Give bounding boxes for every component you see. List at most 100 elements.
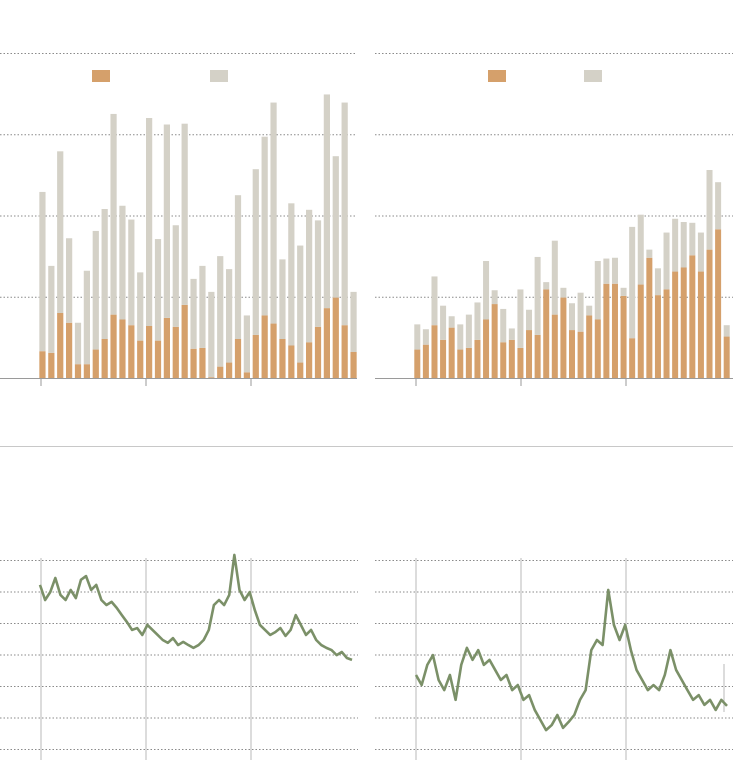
bar-segment (534, 334, 541, 378)
legend-swatch (92, 70, 110, 82)
bar-segment (261, 315, 268, 378)
bar-segment (551, 240, 558, 315)
bar-segment (234, 339, 242, 378)
bar-segment (517, 347, 524, 378)
bar-segment (594, 319, 601, 378)
bar-segment (226, 269, 233, 363)
bar-segment (57, 151, 64, 313)
bar-segment (243, 372, 250, 378)
bar-segment (422, 329, 429, 345)
bar-segment (208, 377, 215, 378)
legend-swatch (584, 70, 602, 82)
x-axis-ticks (40, 378, 627, 386)
bar-segment (517, 289, 524, 348)
bar-segment (680, 267, 687, 378)
bar-segment (568, 330, 576, 378)
bar-segment (723, 336, 730, 378)
bar-segment (92, 230, 99, 350)
bar-segment (39, 351, 46, 378)
bar-segment (48, 265, 55, 353)
bar-segment (146, 118, 153, 326)
bar-segment (332, 297, 339, 378)
bar-segment (323, 94, 330, 309)
bar-segment (680, 222, 687, 268)
bar-segment (457, 324, 464, 350)
bar-segment (57, 313, 64, 378)
bar-segment (500, 342, 507, 378)
bar-segment (448, 327, 455, 378)
bar-segment (350, 291, 357, 352)
bar-segment (66, 322, 73, 378)
bar-segment (448, 316, 455, 328)
bar-segment (279, 339, 286, 378)
bar-segment (137, 272, 144, 341)
bar-segment (332, 156, 339, 298)
bar-segment (92, 349, 99, 378)
bar-segment (163, 317, 170, 378)
bar-segment (560, 287, 567, 298)
bar-segment (146, 326, 153, 378)
bar-segment (119, 319, 126, 378)
bar-segment (500, 308, 507, 343)
bar-segment (672, 271, 679, 378)
bar-segment (199, 347, 206, 378)
bar-segment (110, 113, 117, 315)
bar-segment (577, 292, 584, 332)
bar-segment (350, 352, 357, 378)
bar-segment (74, 364, 82, 378)
bar-segment (526, 330, 533, 378)
bar-segment (689, 255, 696, 378)
bar-segment (620, 287, 627, 296)
bar-segment (431, 325, 438, 378)
bar-segment (297, 362, 304, 378)
bar-segment (414, 349, 421, 378)
bar-segment (508, 339, 515, 378)
bar-segment (128, 325, 135, 378)
bar-segment (646, 257, 653, 378)
bar-segment (234, 195, 242, 339)
bar-segment (663, 289, 670, 378)
x-gridlines (40, 558, 725, 760)
bar-segment (491, 290, 498, 305)
bar-segment (551, 314, 558, 378)
bar-segment (314, 326, 322, 378)
bar-segment (594, 261, 601, 320)
bar-segment (154, 340, 162, 378)
bar-segment (526, 309, 533, 331)
chart (0, 53, 357, 379)
bar-segment (697, 271, 704, 378)
bar-segment (137, 340, 144, 378)
bar-segment (128, 219, 135, 326)
bar-segment (414, 324, 421, 350)
bar-segment (654, 295, 661, 378)
bar-segment (637, 214, 644, 285)
bar-segment (270, 323, 277, 378)
bar-segment (101, 339, 108, 378)
bar-segment (261, 136, 268, 316)
bar-segment (181, 304, 188, 378)
bar-segment (279, 259, 286, 339)
bar-segment (243, 315, 250, 373)
bar-segment (474, 339, 481, 378)
bar-segment (577, 331, 584, 378)
bar-segment (163, 124, 170, 318)
bar-segment (560, 297, 567, 378)
legend-swatch (488, 70, 506, 82)
bar-segment (697, 232, 704, 272)
bar-segment (543, 282, 550, 290)
bar-segment (603, 283, 610, 378)
bar-segment (39, 191, 46, 352)
bar-segment (474, 302, 481, 340)
chart (0, 553, 358, 750)
bar-segment (457, 349, 464, 378)
bar-segment (483, 261, 490, 320)
bar-segment (190, 278, 197, 349)
bar-segment (252, 169, 259, 335)
bar-segment (306, 209, 313, 343)
bar-segment (620, 295, 627, 378)
bar-segment (288, 203, 295, 346)
bar-segment (74, 322, 82, 365)
bar-segment (217, 366, 224, 378)
bar-segment (217, 256, 224, 367)
